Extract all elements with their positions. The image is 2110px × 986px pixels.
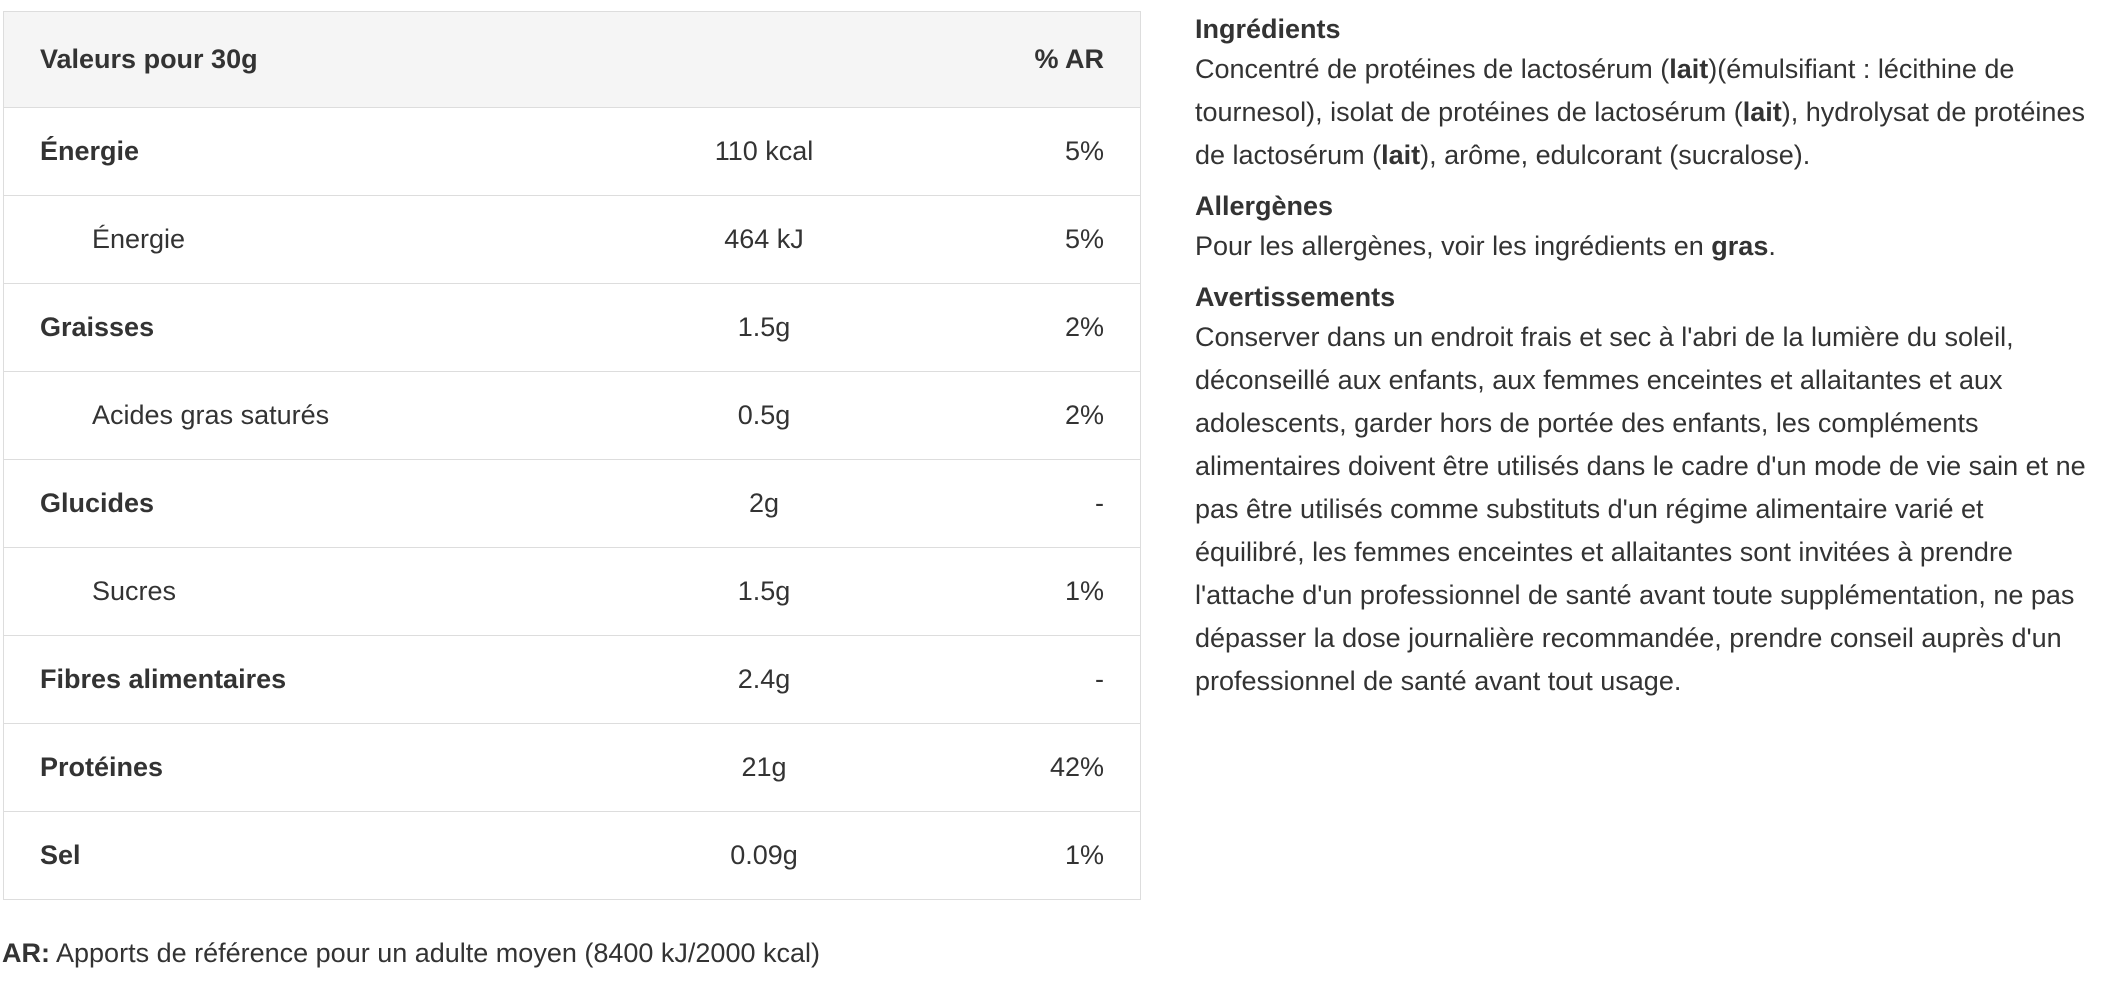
- table-cell: 2%: [1004, 283, 1141, 372]
- table-row: Glucides 2g -: [3, 459, 1141, 548]
- table-row: Graisses 1.5g 2%: [3, 283, 1141, 372]
- table-cell: 5%: [1004, 195, 1141, 284]
- footnote-label: AR:: [2, 938, 50, 968]
- nutrition-table: Valeurs pour 30g% AR Énergie 110 kcal 5% Én…: [3, 11, 1141, 900]
- text: ), hydrolysat de protéines de lactosérum…: [1195, 97, 2085, 170]
- section-body: Conserver dans un endroit frais et sec à…: [1195, 316, 2095, 703]
- table-cell: 42%: [1004, 723, 1141, 812]
- table-row: Acides gras saturés 0.5g 2%: [3, 371, 1141, 460]
- section-body: Pour les allergènes, voir les ingrédient…: [1195, 225, 2095, 268]
- table-cell: 0.5g: [524, 371, 1004, 460]
- bold-text: gras: [1711, 231, 1769, 261]
- text: )(émulsifiant : lécithine de tournesol),…: [1195, 54, 2015, 127]
- footnote-text: Apports de référence pour un adulte moye…: [56, 938, 820, 968]
- header-row: Valeurs pour 30g % AR: [3, 11, 1141, 108]
- table-cell: Énergie: [3, 107, 524, 196]
- table-cell: 110 kcal: [524, 107, 1004, 196]
- table-cell: 21g: [524, 723, 1004, 812]
- table-cell: Acides gras saturés: [3, 371, 524, 460]
- text: Concentré de protéines de lactosérum (: [1195, 54, 1670, 84]
- table-cell: Protéines: [3, 723, 524, 812]
- text: Conserver dans un endroit frais et sec à…: [1195, 322, 2086, 696]
- table-row: Sucres 1.5g 1%: [3, 547, 1141, 636]
- text: .: [1768, 231, 1776, 261]
- section-body: Concentré de protéines de lactosérum (la…: [1195, 48, 2095, 177]
- table-cell: 1.5g: [524, 283, 1004, 372]
- table-row: Énergie 110 kcal 5%: [3, 107, 1141, 196]
- bold-text: lait: [1669, 54, 1709, 84]
- footnote: AR: Apports de référence pour un adulte …: [2, 938, 820, 969]
- bold-text: lait: [1742, 97, 1782, 127]
- header-cell: [524, 11, 1004, 108]
- table-row: Sel 0.09g 1%: [3, 811, 1141, 900]
- table-cell: Graisses: [3, 283, 524, 372]
- table-cell: -: [1004, 459, 1141, 548]
- table-cell: 1.5g: [524, 547, 1004, 636]
- section-title: Ingrédients: [1195, 14, 1341, 44]
- text: ), arôme, edulcorant (sucralose).: [1420, 140, 1811, 170]
- table-cell: 5%: [1004, 107, 1141, 196]
- table-cell: Sel: [3, 811, 524, 900]
- table-cell: -: [1004, 635, 1141, 724]
- table-cell: 2g: [524, 459, 1004, 548]
- info-column: Ingrédients Concentré de protéines de lac…: [1195, 10, 2095, 713]
- text: Pour les allergènes, voir les ingrédient…: [1195, 231, 1712, 261]
- table-cell: 0.09g: [524, 811, 1004, 900]
- table-row: Protéines 21g 42%: [3, 723, 1141, 812]
- table-cell: 464 kJ: [524, 195, 1004, 284]
- table-row: Énergie 464 kJ 5%: [3, 195, 1141, 284]
- table-cell: Fibres alimentaires: [3, 635, 524, 724]
- table-cell: Glucides: [3, 459, 524, 548]
- section-title: Avertissements: [1195, 282, 1396, 312]
- table-cell: 1%: [1004, 811, 1141, 900]
- table-cell: 2%: [1004, 371, 1141, 460]
- bold-text: lait: [1381, 140, 1421, 170]
- header-cell: Valeurs pour 30g: [3, 11, 524, 108]
- table-cell: 2.4g: [524, 635, 1004, 724]
- table-row: Fibres alimentaires 2.4g -: [3, 635, 1141, 724]
- header-cell: % AR: [1004, 11, 1141, 108]
- table-cell: 1%: [1004, 547, 1141, 636]
- table-cell: Sucres: [3, 547, 524, 636]
- section-title: Allergènes: [1195, 191, 1334, 221]
- table-cell: Énergie: [3, 195, 524, 284]
